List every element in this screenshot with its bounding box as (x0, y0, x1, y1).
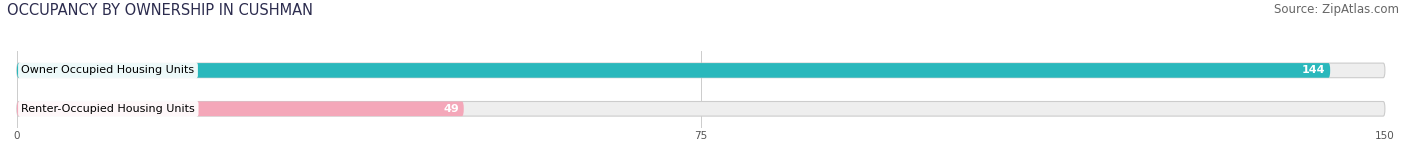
Text: OCCUPANCY BY OWNERSHIP IN CUSHMAN: OCCUPANCY BY OWNERSHIP IN CUSHMAN (7, 3, 314, 18)
Text: Renter-Occupied Housing Units: Renter-Occupied Housing Units (21, 104, 195, 114)
Text: 49: 49 (443, 104, 460, 114)
FancyBboxPatch shape (17, 63, 1385, 78)
Text: 144: 144 (1302, 65, 1326, 75)
Text: Source: ZipAtlas.com: Source: ZipAtlas.com (1274, 3, 1399, 16)
FancyBboxPatch shape (17, 101, 1385, 116)
Text: Owner Occupied Housing Units: Owner Occupied Housing Units (21, 65, 194, 75)
FancyBboxPatch shape (17, 101, 464, 116)
FancyBboxPatch shape (17, 63, 1330, 78)
